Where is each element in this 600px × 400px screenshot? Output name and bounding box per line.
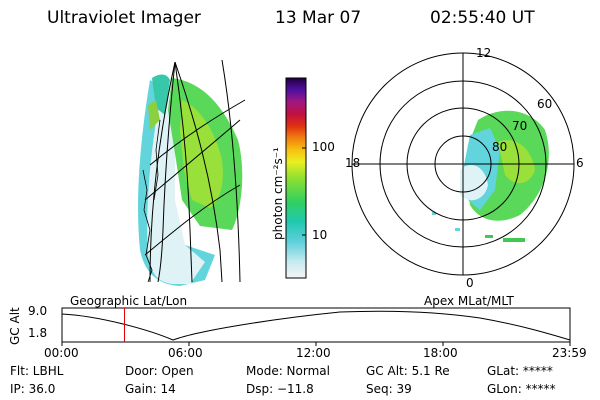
- mlt-label-18: 18: [345, 156, 361, 170]
- mlt-label-6: 6: [576, 156, 584, 170]
- glat-info: GLat: *****: [487, 364, 553, 378]
- mlt-label-12: 12: [476, 46, 492, 60]
- ip-info: IP: 36.0: [10, 382, 56, 396]
- colorbar-tick-100: 100: [312, 140, 335, 154]
- gain-info: Gain: 14: [125, 382, 176, 396]
- orbit-xtick-2: 12:00: [296, 346, 331, 360]
- orbit-xtick-1: 06:00: [168, 346, 203, 360]
- earth-projection: [138, 59, 246, 286]
- polar-aurora-peak: [498, 140, 535, 184]
- orbit-xtick-0: 00:00: [44, 346, 79, 360]
- mode-info: Mode: Normal: [246, 364, 330, 378]
- aurora-arc: [148, 100, 160, 130]
- filter-info: Flt: LBHL: [10, 364, 64, 378]
- colorbar-unit-label: photon cm⁻²s⁻¹: [271, 147, 285, 240]
- altitude-trace: [61, 310, 571, 341]
- orbit-ylabel: GC Alt: [8, 307, 22, 345]
- dsp-info: Dsp: −11.8: [246, 382, 314, 396]
- orbit-left-title: Geographic Lat/Lon: [70, 294, 188, 308]
- colorbar-tick-10: 10: [312, 228, 328, 242]
- orbit-ytick-min: 1.8: [28, 326, 48, 340]
- gc-alt-info: GC Alt: 5.1 Re: [366, 364, 450, 378]
- polar-plot: [351, 52, 575, 276]
- date-label: 13 Mar 07: [275, 8, 362, 28]
- orbit-right-title: Apex MLat/MLT: [424, 294, 514, 308]
- lat-label-80: 80: [492, 140, 508, 154]
- instrument-title: Ultraviolet Imager: [47, 8, 201, 28]
- seq-info: Seq: 39: [366, 382, 412, 396]
- lat-label-60: 60: [537, 97, 553, 111]
- polar-aurora-spot: [503, 238, 525, 242]
- orbit-xtick-4: 23:59: [552, 346, 587, 360]
- door-info: Door: Open: [125, 364, 194, 378]
- orbit-plot: [61, 307, 571, 346]
- color-bar: [285, 77, 307, 279]
- orbit-ytick-max: 9.0: [28, 304, 48, 318]
- time-label: 02:55:40 UT: [430, 8, 535, 28]
- mlt-label-0: 0: [466, 276, 474, 290]
- glon-info: GLon: *****: [487, 382, 556, 396]
- lat-label-70: 70: [512, 119, 528, 133]
- aurora-peak: [180, 100, 223, 208]
- orbit-xtick-3: 18:00: [423, 346, 458, 360]
